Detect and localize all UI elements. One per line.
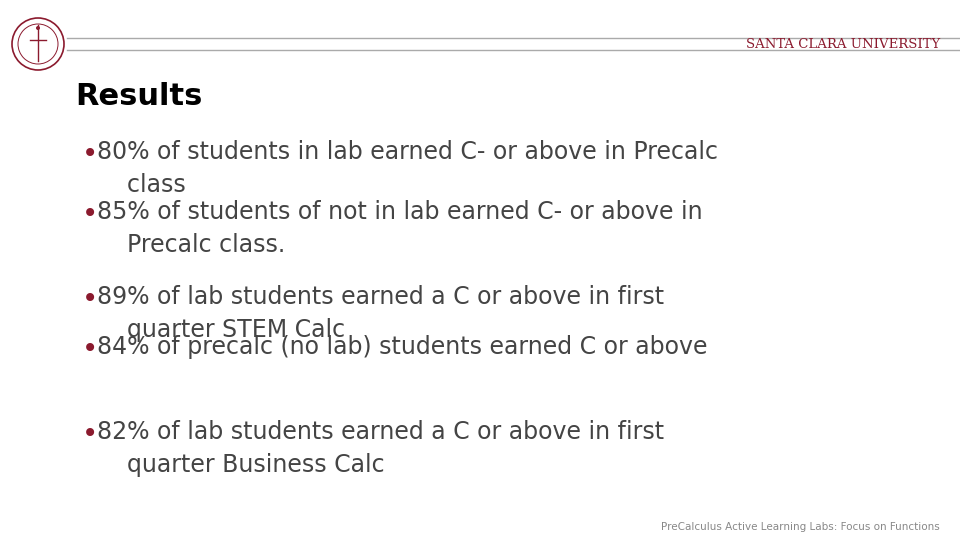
- Text: 89% of lab students earned a C or above in first
    quarter STEM Calc: 89% of lab students earned a C or above …: [97, 285, 664, 342]
- Text: PreCalculus Active Learning Labs: Focus on Functions: PreCalculus Active Learning Labs: Focus …: [661, 522, 940, 532]
- Text: 85% of students of not in lab earned C- or above in
    Precalc class.: 85% of students of not in lab earned C- …: [97, 200, 703, 256]
- Text: •: •: [82, 335, 98, 363]
- Text: •: •: [82, 420, 98, 448]
- Text: •: •: [82, 200, 98, 228]
- Text: 80% of students in lab earned C- or above in Precalc
    class: 80% of students in lab earned C- or abov…: [97, 140, 718, 197]
- Text: 82% of lab students earned a C or above in first
    quarter Business Calc: 82% of lab students earned a C or above …: [97, 420, 664, 476]
- Text: •: •: [82, 140, 98, 168]
- Text: •: •: [82, 285, 98, 313]
- Circle shape: [36, 26, 40, 30]
- Text: SANTA CLARA UNIVERSITY: SANTA CLARA UNIVERSITY: [746, 37, 940, 51]
- Text: 84% of precalc (no lab) students earned C or above: 84% of precalc (no lab) students earned …: [97, 335, 708, 359]
- Text: Results: Results: [75, 82, 203, 111]
